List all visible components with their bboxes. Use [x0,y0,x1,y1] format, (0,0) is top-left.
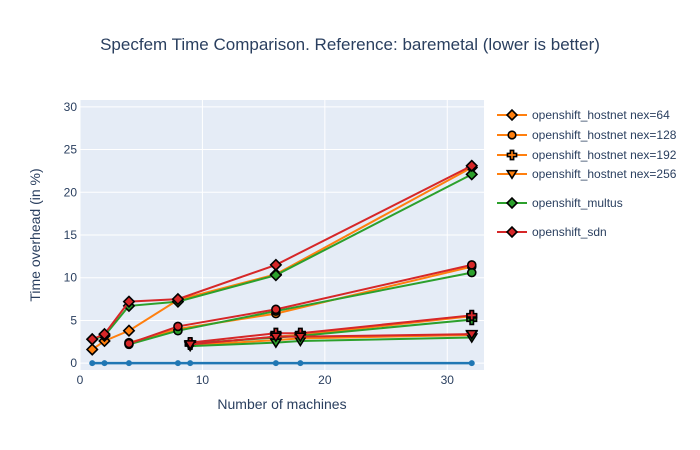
reference-point [187,360,194,367]
diamond-marker [269,268,283,282]
series-line [128,263,472,345]
triangle-down-marker [465,329,479,341]
x-tick-label: 10 [196,373,210,387]
circle-marker [124,338,134,349]
diamond-marker [505,225,519,239]
y-tick-label: 30 [64,100,78,114]
legend-label: openshift_hostnet nex=256 [532,167,677,181]
x-tick-label: 0 [77,373,84,387]
series-line [190,333,472,347]
legend-item[interactable]: openshift_hostnet nex=192 [497,148,677,162]
x-tick-label: 30 [441,373,455,387]
series-line [190,333,472,346]
diamond-marker [122,324,136,338]
cross-marker [466,309,478,321]
legend-item[interactable]: openshift_multus [497,196,623,210]
triangle-down-marker [183,340,197,351]
x-axis-title: Number of machines [217,396,346,412]
triangle-down-marker [269,332,283,343]
cross-marker [506,149,518,161]
chart-title: Specfem Time Comparison. Reference: bare… [100,35,600,54]
circle-marker [173,321,183,332]
diamond-marker [465,159,479,173]
y-tick-label: 0 [70,356,77,370]
diamond-marker [505,196,519,210]
reference-point [89,360,96,367]
legend-item[interactable]: openshift_hostnet nex=128 [497,128,677,142]
series [183,329,479,351]
reference-point [174,360,181,367]
legend-item[interactable]: openshift_hostnet nex=64 [497,108,670,122]
diamond-marker [122,295,136,308]
reference-point [272,360,279,367]
legend-label: openshift_multus [532,196,623,210]
reference-point [101,360,108,367]
diamond-marker [465,168,479,181]
y-tick-label: 20 [64,185,78,199]
legend-label: openshift_hostnet nex=128 [532,128,677,142]
triangle-down-marker [293,332,307,343]
series-layer [85,159,479,356]
x-tick-label: 20 [318,373,332,387]
series [85,159,479,346]
circle-marker [271,304,281,315]
legend[interactable]: openshift_hostnet nex=64 openshift_hostne… [497,108,677,239]
diamond-marker [85,332,99,346]
circle-marker [507,130,517,140]
legend-label: openshift_sdn [532,225,607,239]
circle-marker [466,267,477,278]
y-axis-title: Time overhead (in %) [27,168,43,301]
grid [79,100,484,370]
reference-point [468,360,475,367]
diamond-marker [85,343,99,356]
y-tick-label: 10 [64,271,78,285]
y-tick-label: 5 [70,313,77,327]
series-line [190,336,472,348]
legend-label: openshift_hostnet nex=64 [532,108,670,122]
tick-labels: 0 10 20 30 0 5 10 15 20 25 30 [64,100,455,387]
reference-point [125,360,132,367]
y-tick-label: 25 [64,143,78,157]
triangle-down-marker [505,169,519,180]
reference-line [89,360,475,367]
reference-point [297,360,304,367]
series-line [128,271,472,346]
series [124,260,477,349]
diamond-marker [505,108,519,122]
circle-marker [466,260,477,270]
legend-item[interactable]: openshift_hostnet nex=256 [497,167,677,181]
legend-label: openshift_hostnet nex=192 [532,148,677,162]
diamond-marker [98,327,111,341]
y-tick-label: 15 [64,228,78,242]
series-line [190,314,472,344]
diamond-marker [269,258,283,272]
legend-item[interactable]: openshift_sdn [497,225,607,239]
diamond-marker [171,292,185,306]
